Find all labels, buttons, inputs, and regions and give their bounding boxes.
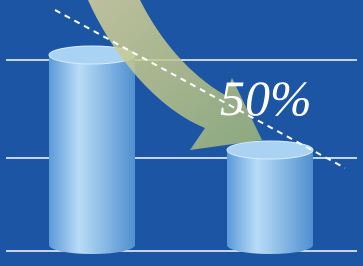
page: 50% (() => { const data = JSON.parse(doc…: [0, 0, 363, 266]
annotation: 50%: [220, 70, 312, 126]
chart: 50%: [0, 0, 363, 266]
bar: [49, 46, 135, 254]
bar: [227, 141, 313, 254]
cylinder-body: [227, 150, 313, 254]
cylinder-body: [49, 55, 135, 254]
